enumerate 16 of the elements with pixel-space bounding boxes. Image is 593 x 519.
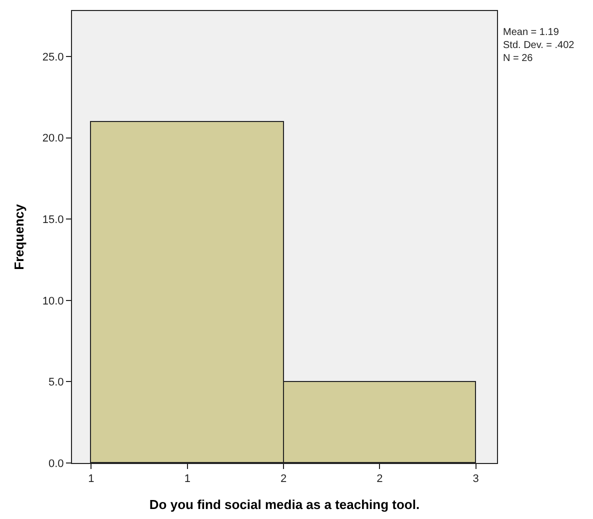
y-tick-label: 10.0 <box>42 295 64 308</box>
x-tick-label: 1 <box>184 473 190 486</box>
y-axis-title: Frequency <box>11 203 26 270</box>
y-tick-label: 5.0 <box>48 376 64 389</box>
y-tick-label: 25.0 <box>42 51 64 64</box>
y-tick-label: 15.0 <box>42 214 64 226</box>
x-axis-title: Do you find social media as a teaching tool. <box>149 496 420 512</box>
x-tick-label: 2 <box>280 473 287 486</box>
text: Mean = 1.19 <box>503 27 560 38</box>
y-tick-label: 0.0 <box>48 458 64 470</box>
text: N = 26 <box>503 53 534 64</box>
x-tick-label: 3 <box>472 473 479 486</box>
x-tick-label: 2 <box>376 473 383 486</box>
text: Std. Dev. = .402 <box>503 40 575 51</box>
x-tick-label: 1 <box>88 473 94 486</box>
y-tick-label: 20.0 <box>42 132 64 145</box>
